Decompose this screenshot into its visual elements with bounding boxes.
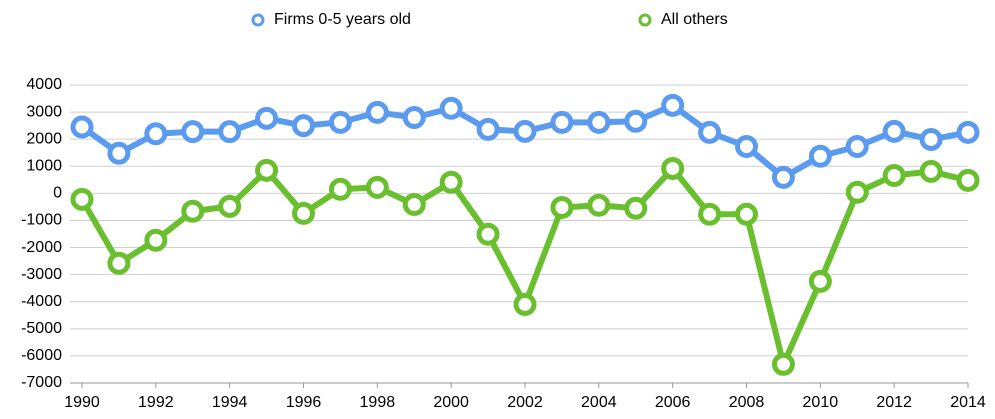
point [292, 114, 315, 138]
x-tick-label: 2008 [729, 394, 765, 411]
point [107, 141, 131, 165]
point [70, 187, 94, 211]
point [513, 292, 537, 316]
point [587, 110, 611, 134]
x-tick-label: 1994 [212, 394, 248, 411]
point [698, 202, 722, 226]
x-tick-label: 2000 [433, 394, 469, 411]
point [735, 134, 758, 158]
x-tick-label: 2006 [655, 394, 691, 411]
point [402, 192, 426, 216]
x-tick-label: 2010 [803, 394, 839, 411]
point [144, 228, 168, 252]
y-tick-label: 2000 [26, 130, 62, 147]
point [476, 222, 500, 246]
legend-label: Firms 0-5 years old [274, 11, 411, 28]
point [328, 177, 352, 201]
point [771, 352, 795, 376]
y-tick-label: 1000 [26, 157, 62, 174]
x-tick-label: 2014 [950, 394, 986, 411]
point [956, 168, 980, 192]
point [181, 120, 205, 144]
x-tick-label: 1990 [64, 394, 100, 411]
y-tick-label: -1000 [21, 212, 62, 229]
point [513, 119, 537, 143]
point [439, 170, 463, 194]
y-tick-label: 4000 [26, 76, 62, 93]
legend-marker [638, 13, 652, 27]
point [587, 193, 611, 217]
x-tick-label: 2002 [507, 394, 543, 411]
point [882, 119, 906, 143]
y-tick-label: -2000 [21, 239, 62, 256]
point [218, 120, 242, 144]
point [624, 196, 648, 220]
point [402, 106, 426, 130]
legend-marker [251, 13, 265, 27]
x-tick-label: 1992 [138, 394, 174, 411]
point [144, 122, 168, 146]
point [661, 156, 685, 180]
y-tick-label: -4000 [21, 293, 62, 310]
y-tick-label: -7000 [21, 374, 62, 391]
point [365, 100, 389, 124]
point [808, 269, 832, 293]
point [255, 158, 279, 182]
point [919, 127, 943, 151]
point [218, 194, 242, 218]
y-tick-label: -6000 [21, 347, 62, 364]
x-tick-label: 2004 [581, 394, 617, 411]
point [808, 144, 832, 168]
point [439, 96, 463, 120]
point [550, 195, 574, 219]
point [698, 120, 722, 144]
y-tick-label: -5000 [21, 320, 62, 337]
point [476, 117, 500, 141]
point [882, 163, 906, 187]
point [255, 106, 279, 130]
point [845, 134, 869, 158]
x-tick-label: 2012 [876, 394, 912, 411]
x-tick-label: 1996 [286, 394, 322, 411]
series-line [79, 165, 969, 368]
point [292, 201, 315, 225]
point [181, 199, 205, 223]
point [845, 180, 869, 204]
point [956, 120, 980, 144]
y-tick-label: 0 [53, 185, 62, 202]
point [771, 165, 795, 189]
point [919, 159, 943, 183]
point [70, 115, 94, 139]
legend-label: All others [661, 11, 728, 28]
y-tick-label: 3000 [26, 103, 62, 120]
point [328, 110, 352, 134]
x-tick-label: 1998 [360, 394, 396, 411]
point [365, 175, 389, 199]
point [107, 251, 131, 275]
point [661, 93, 685, 117]
point [550, 110, 574, 134]
y-tick-label: -3000 [21, 266, 62, 283]
point [624, 109, 648, 133]
point [735, 202, 758, 226]
